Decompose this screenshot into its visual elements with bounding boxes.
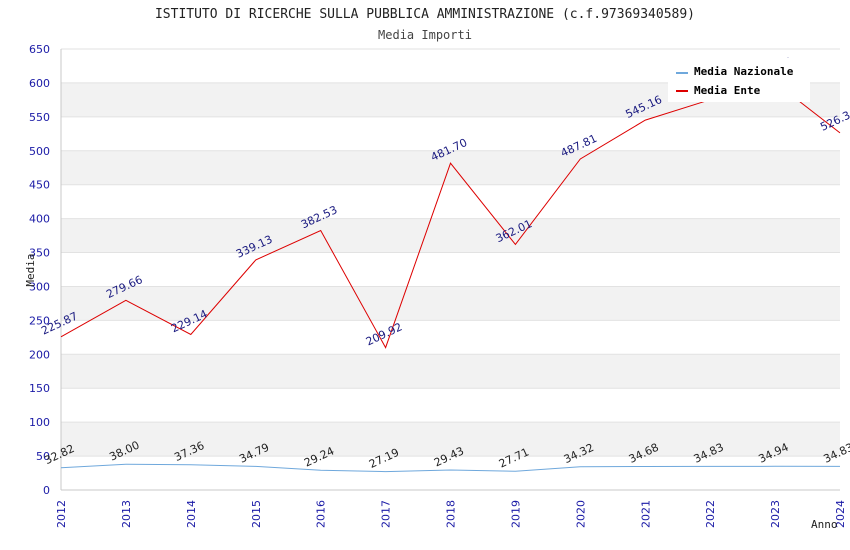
- y-tick-label: 200: [29, 348, 50, 361]
- x-tick-label: 2022: [704, 500, 717, 528]
- grid-band: [61, 422, 840, 457]
- y-tick-label: 450: [29, 179, 50, 192]
- y-tick-label: 550: [29, 111, 50, 124]
- y-axis: 0 50 100 150 200 250 300 350 400 450 500 550 600 650: [29, 43, 62, 497]
- legend-background: [668, 58, 810, 102]
- x-tick-label: 2018: [445, 500, 458, 528]
- x-tick-label: 2024: [834, 500, 847, 528]
- grid-band: [61, 286, 840, 321]
- y-tick-label: 400: [29, 213, 50, 226]
- data-label-media-nazionale: 32.82: [42, 442, 76, 467]
- x-tick-label: 2017: [380, 500, 393, 528]
- y-tick-label: 650: [29, 43, 50, 56]
- x-tick-label: 2019: [509, 500, 522, 528]
- chart-subtitle: Media Importi: [378, 28, 472, 42]
- y-tick-label: 250: [29, 314, 50, 327]
- y-tick-label: 0: [43, 484, 50, 497]
- y-tick-label: 300: [29, 280, 50, 293]
- x-tick-label: 2016: [315, 500, 328, 528]
- legend-label-media-ente: Media Ente: [694, 84, 761, 97]
- data-labels: 32.82 38.00 37.36 34.79 29.24 27.19 29.43 27.71…: [39, 55, 850, 471]
- grid-band: [61, 150, 840, 185]
- y-axis-label: Media: [24, 253, 37, 286]
- grid-band: [61, 354, 840, 389]
- x-tick-label: 2013: [120, 500, 133, 528]
- series-lines: [60, 81, 841, 473]
- chart-title: ISTITUTO DI RICERCHE SULLA PUBBLICA AMMI…: [155, 7, 695, 22]
- y-tick-label: 150: [29, 382, 50, 395]
- grid-band: [61, 218, 840, 253]
- x-tick-label: 2023: [769, 500, 782, 528]
- legend-label-media-nazionale: Media Nazionale: [694, 65, 794, 78]
- grid-bands: [61, 48, 840, 491]
- y-tick-label: 100: [29, 416, 50, 429]
- y-tick-label: 350: [29, 247, 50, 260]
- x-axis: 2012 2013 2014 2015 2016 2017 2018 2019 2020 2021…: [55, 489, 847, 528]
- legend: Media Nazionale Media Ente: [668, 58, 810, 102]
- x-tick-label: 2015: [250, 500, 263, 528]
- x-tick-label: 2014: [185, 500, 198, 528]
- series-line-media-nazionale: [60, 463, 841, 473]
- x-tick-label: 2020: [574, 500, 587, 528]
- x-tick-label: 2012: [55, 500, 68, 528]
- x-tick-label: 2021: [639, 500, 652, 528]
- x-axis-label: Anno: [811, 518, 838, 531]
- y-tick-label: 50: [36, 450, 50, 463]
- y-tick-label: 600: [29, 77, 50, 90]
- y-tick-label: 500: [29, 145, 50, 158]
